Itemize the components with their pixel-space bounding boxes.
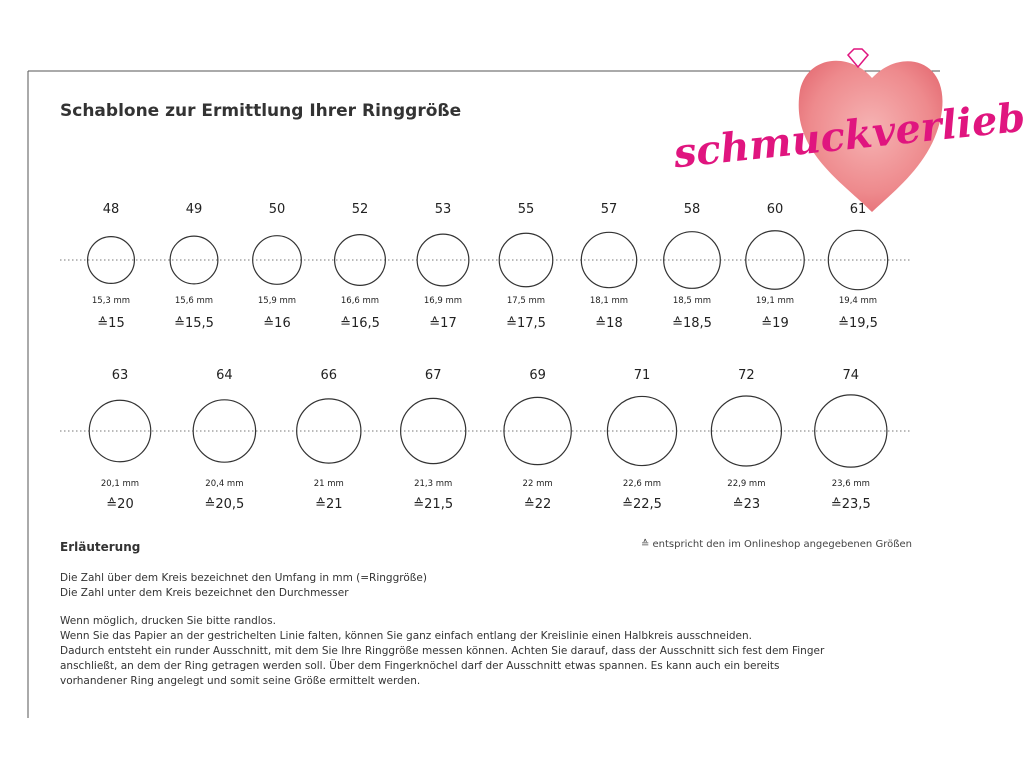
ring-circle (86, 235, 136, 285)
ring-eu-size: ≙20,5 (204, 497, 244, 512)
ring-diameter: 22 mm (523, 479, 553, 489)
ring-diameter: 15,9 mm (258, 296, 296, 306)
ring-diameter: 17,5 mm (507, 296, 545, 306)
explanation-line: Dadurch entsteht ein runder Ausschnitt, … (60, 645, 825, 657)
ring-eu-size: ≙15,5 (174, 316, 214, 331)
ring-eu-size: ≙20 (106, 497, 133, 512)
ring-diameter: 22,9 mm (727, 479, 765, 489)
ring-size: 55 (518, 202, 535, 217)
title: Schablone zur Ermittlung Ihrer Ringgröße (60, 101, 461, 121)
ring-eu-size: ≙17,5 (506, 316, 546, 331)
heart (798, 60, 943, 212)
ring-circle (296, 398, 362, 464)
ring-circle (503, 396, 572, 466)
ring-circle (416, 233, 470, 287)
ring-circle (606, 395, 678, 467)
ring-diameter: 21 mm (314, 479, 344, 489)
ring-diameter: 19,1 mm (756, 296, 794, 306)
ring-size: 53 (435, 202, 452, 217)
ring-diameter: 22,6 mm (623, 479, 661, 489)
ring-diameter: 20,1 mm (101, 479, 139, 489)
ring-diameter: 18,1 mm (590, 296, 628, 306)
ring-circle (814, 394, 888, 468)
ring-size: 58 (684, 202, 701, 217)
ring-size: 52 (352, 202, 369, 217)
ring-size: 74 (843, 368, 860, 383)
ring-circle (169, 235, 219, 285)
diamond-icon (846, 48, 870, 69)
ring-circle (192, 399, 257, 463)
ring-circle (400, 397, 467, 465)
ring-eu-size: ≙19 (761, 316, 788, 331)
ring-eu-size: ≙16 (263, 316, 290, 331)
ring-diameter: 18,5 mm (673, 296, 711, 306)
explanation-line: Wenn Sie das Papier an der gestrichelten… (60, 630, 752, 642)
ring-diameter: 23,6 mm (832, 479, 870, 489)
explanation-line: anschließt, an dem der Ring getragen wer… (60, 659, 780, 672)
legend-note: ≙ entspricht den im Onlineshop angegeben… (641, 538, 912, 550)
ring-diameter: 16,9 mm (424, 296, 462, 306)
ring-diameter: 20,4 mm (205, 479, 243, 489)
ring-diameter: 16,6 mm (341, 296, 379, 306)
ring-size: 57 (601, 202, 618, 217)
ring-circle (663, 231, 721, 289)
ring-circle (252, 235, 302, 285)
ring-eu-size: ≙21 (315, 497, 342, 512)
ring-size: 48 (103, 202, 120, 217)
ring-eu-size: ≙18 (595, 316, 622, 331)
ring-circle (498, 232, 554, 288)
ring-eu-size: ≙16,5 (340, 316, 380, 331)
ring-eu-size: ≙22 (524, 497, 551, 512)
ring-size: 61 (850, 202, 867, 217)
ring-eu-size: ≙21,5 (413, 497, 453, 512)
ring-eu-size: ≙17 (429, 316, 456, 331)
explanation-line: vorhandener Ring angelegt und somit sein… (60, 675, 420, 687)
ring-diameter: 15,6 mm (175, 296, 213, 306)
ring-circle (334, 234, 386, 286)
ring-eu-size: ≙19,5 (838, 316, 878, 331)
ring-diameter: 19,4 mm (839, 296, 877, 306)
ring-size: 72 (738, 368, 755, 383)
explanation-line: Die Zahl über dem Kreis bezeichnet den U… (60, 572, 427, 584)
ring-circle (580, 231, 638, 289)
ring-size: 49 (186, 202, 203, 217)
explanation-heading: Erläuterung (60, 540, 140, 554)
ring-size: 50 (269, 202, 286, 217)
ring-diameter: 21,3 mm (414, 479, 452, 489)
ring-circle (88, 399, 152, 463)
ring-eu-size: ≙23 (733, 497, 760, 512)
ring-eu-size: ≙23,5 (831, 497, 871, 512)
ring-circle (827, 229, 889, 291)
ring-size: 71 (634, 368, 651, 383)
ring-size: 60 (767, 202, 784, 217)
explanation-line: Wenn möglich, drucken Sie bitte randlos. (60, 615, 276, 627)
explanation-line: Die Zahl unter dem Kreis bezeichnet den … (60, 587, 349, 599)
ring-eu-size: ≙18,5 (672, 316, 712, 331)
ring-eu-size: ≙15 (97, 316, 124, 331)
ring-diameter: 15,3 mm (92, 296, 130, 306)
ring-size: 67 (425, 368, 442, 383)
ring-size: 64 (216, 368, 233, 383)
ring-circle (710, 395, 783, 467)
ring-size: 63 (112, 368, 129, 383)
ring-circle (745, 230, 805, 290)
ring-size: 66 (321, 368, 338, 383)
ring-size: 69 (529, 368, 546, 383)
ring-eu-size: ≙22,5 (622, 497, 662, 512)
